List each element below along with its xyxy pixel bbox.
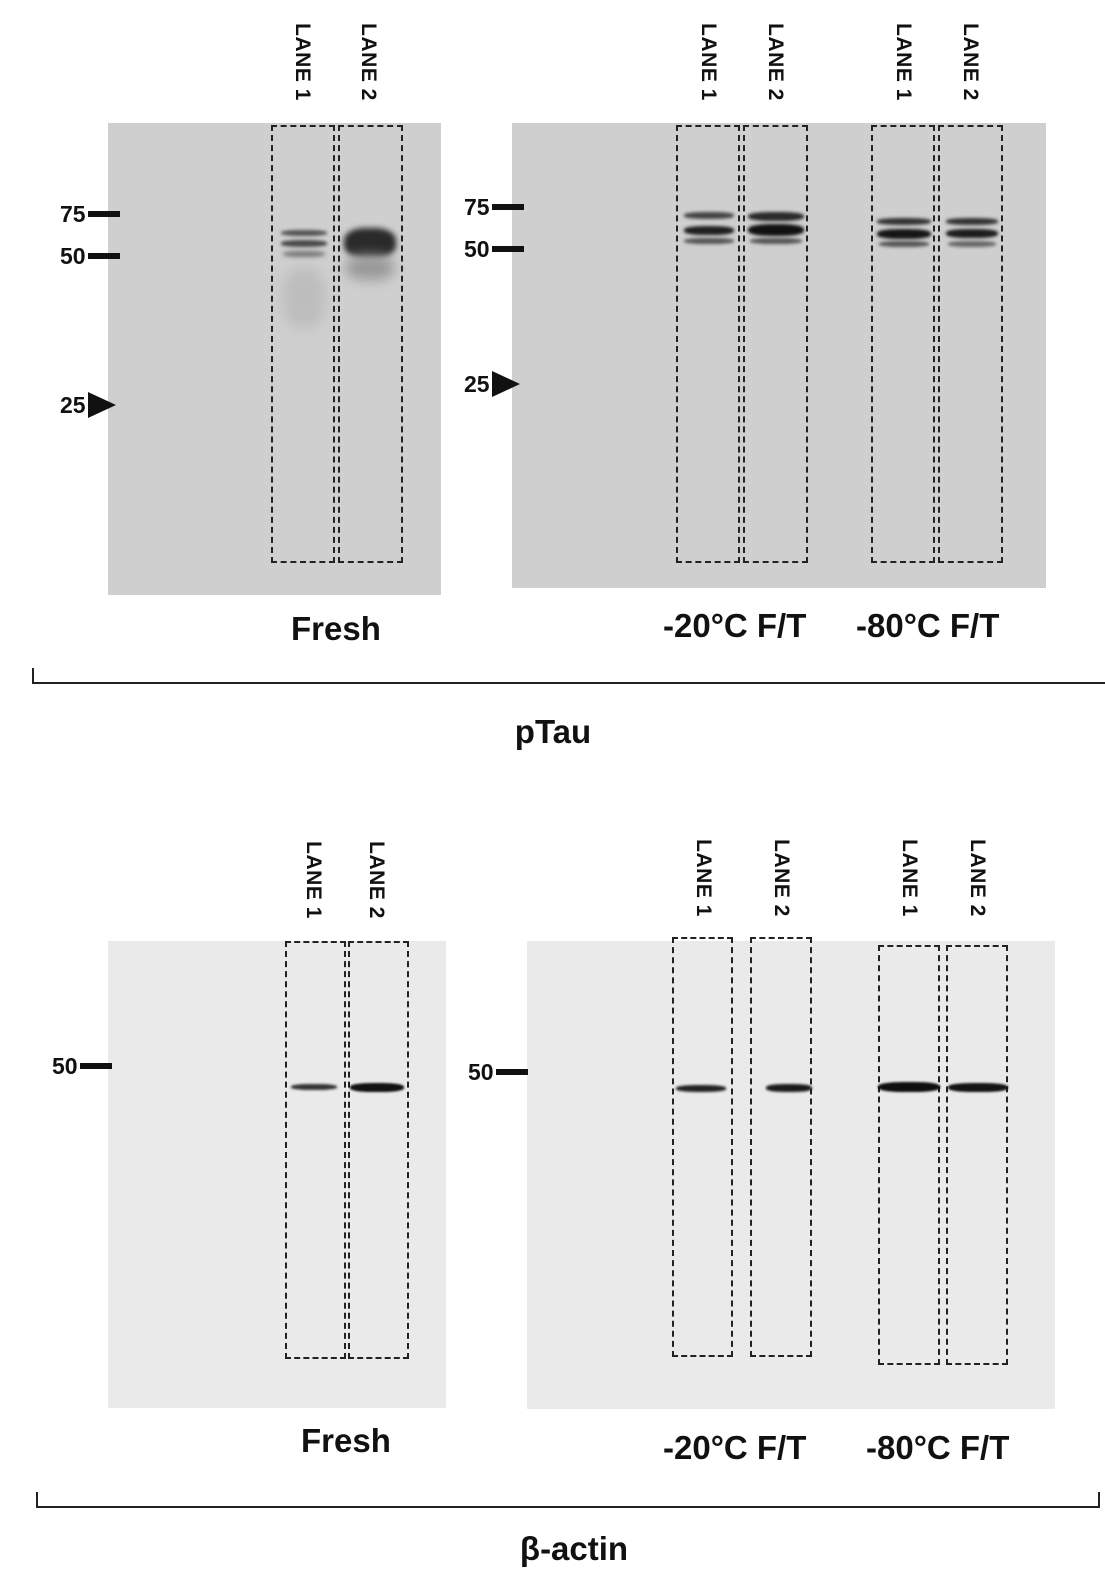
actin-frozen20-lane-1-label: LANE 1 [692, 839, 715, 917]
ptau-frozen20-lane-2-band-lower [750, 238, 802, 244]
ptau-fresh-marker-25: 25 [60, 392, 116, 418]
actin-fresh-marker-50: 50 [52, 1053, 112, 1079]
ptau-fresh-marker-75: 75 [60, 201, 120, 227]
actin-frozen80-lane-2-label: LANE 2 [966, 839, 989, 917]
ptau-frozen20-lane-2-band-upper [748, 212, 804, 221]
actin-frozen20-lane-2-band [766, 1084, 812, 1092]
ptau-frozen20-lane-2-box [743, 125, 808, 563]
actin-frozen20-lane-1-box [672, 937, 733, 1357]
actin-frozen20-condition: -20°C F/T [663, 1429, 807, 1466]
actin-fresh-lane-1-box [285, 941, 346, 1359]
actin-frozen80-lane-2-band [948, 1083, 1008, 1092]
actin-frozen20-lane-2-box [750, 937, 812, 1357]
ptau-frozen80-lane-1-label: LANE 1 [892, 23, 915, 101]
ptau-frozen80-lane-1-box [871, 125, 935, 563]
ptau-frozen-marker-75: 75 [464, 194, 524, 220]
ptau-frozen20-lane-1-band-lower [684, 238, 734, 244]
ptau-antibody-label: pTau [514, 713, 592, 750]
ptau-bracket [32, 668, 1105, 684]
ptau-frozen80-lane-2-band-middle [946, 229, 998, 238]
ptau-fresh-lane-1-band-lower [283, 251, 325, 257]
ptau-frozen-membrane [512, 123, 1046, 588]
actin-frozen20-lane-2-label: LANE 2 [770, 839, 793, 917]
actin-bracket [36, 1492, 1100, 1508]
ptau-fresh-lane-1-box [271, 125, 335, 563]
ptau-frozen20-lane-1-label: LANE 1 [697, 23, 720, 101]
ptau-frozen80-lane-1-band-lower [879, 241, 929, 247]
ptau-fresh-lane-2-box [338, 125, 403, 563]
ptau-frozen80-lane-1-band-upper [877, 218, 931, 225]
actin-frozen80-lane-2-box [946, 945, 1008, 1365]
actin-fresh-lane-1-label: LANE 1 [302, 841, 325, 919]
ptau-frozen-marker-50: 50 [464, 236, 524, 262]
ptau-frozen20-condition: -20°C F/T [663, 607, 807, 644]
ptau-frozen20-lane-1-band-middle [684, 226, 734, 235]
arrow-icon [491, 371, 520, 397]
ptau-fresh-lane-2-band [344, 228, 396, 258]
actin-frozen80-lane-1-band [878, 1082, 940, 1092]
actin-antibody-label: β-actin [519, 1530, 629, 1567]
ptau-frozen80-lane-2-band-lower [948, 241, 996, 247]
actin-fresh-lane-2-band [350, 1083, 404, 1092]
ptau-frozen20-lane-1-band-upper [684, 212, 734, 219]
actin-fresh-lane-2-label: LANE 2 [365, 841, 388, 919]
ptau-frozen-marker-25: 25 [464, 371, 520, 397]
arrow-icon [87, 392, 116, 418]
ptau-fresh-marker-50: 50 [60, 243, 120, 269]
ptau-frozen80-lane-2-box [938, 125, 1003, 563]
ptau-fresh-lane-2-label: LANE 2 [357, 23, 380, 101]
ptau-frozen80-condition: -80°C F/T [856, 607, 1000, 644]
actin-fresh-lane-2-box [348, 941, 409, 1359]
ptau-frozen80-lane-2-label: LANE 2 [959, 23, 982, 101]
actin-fresh-membrane [108, 941, 446, 1408]
actin-fresh-lane-1-band [291, 1084, 337, 1090]
ptau-frozen20-lane-2-band-middle [748, 224, 804, 236]
ptau-fresh-lane-2-smear [346, 255, 394, 280]
actin-frozen80-lane-1-box [878, 945, 940, 1365]
actin-frozen-marker-50: 50 [468, 1059, 528, 1085]
ptau-frozen80-lane-1-band-middle [877, 229, 931, 239]
actin-frozen20-lane-1-band [676, 1085, 726, 1092]
ptau-frozen80-lane-2-band-upper [946, 218, 998, 225]
actin-frozen-membrane [527, 941, 1055, 1409]
ptau-fresh-lane-1-label: LANE 1 [291, 23, 314, 101]
ptau-frozen20-lane-1-box [676, 125, 740, 563]
actin-frozen80-condition: -80°C F/T [866, 1429, 1010, 1466]
actin-fresh-condition: Fresh [301, 1422, 391, 1459]
ptau-fresh-membrane [108, 123, 441, 595]
actin-frozen80-lane-1-label: LANE 1 [898, 839, 921, 917]
ptau-fresh-lane-1-band-upper [281, 230, 327, 236]
ptau-fresh-lane-1-band-middle [281, 240, 327, 247]
ptau-frozen20-lane-2-label: LANE 2 [764, 23, 787, 101]
ptau-fresh-condition: Fresh [291, 610, 381, 647]
ptau-fresh-lane-1-smear [283, 268, 325, 328]
